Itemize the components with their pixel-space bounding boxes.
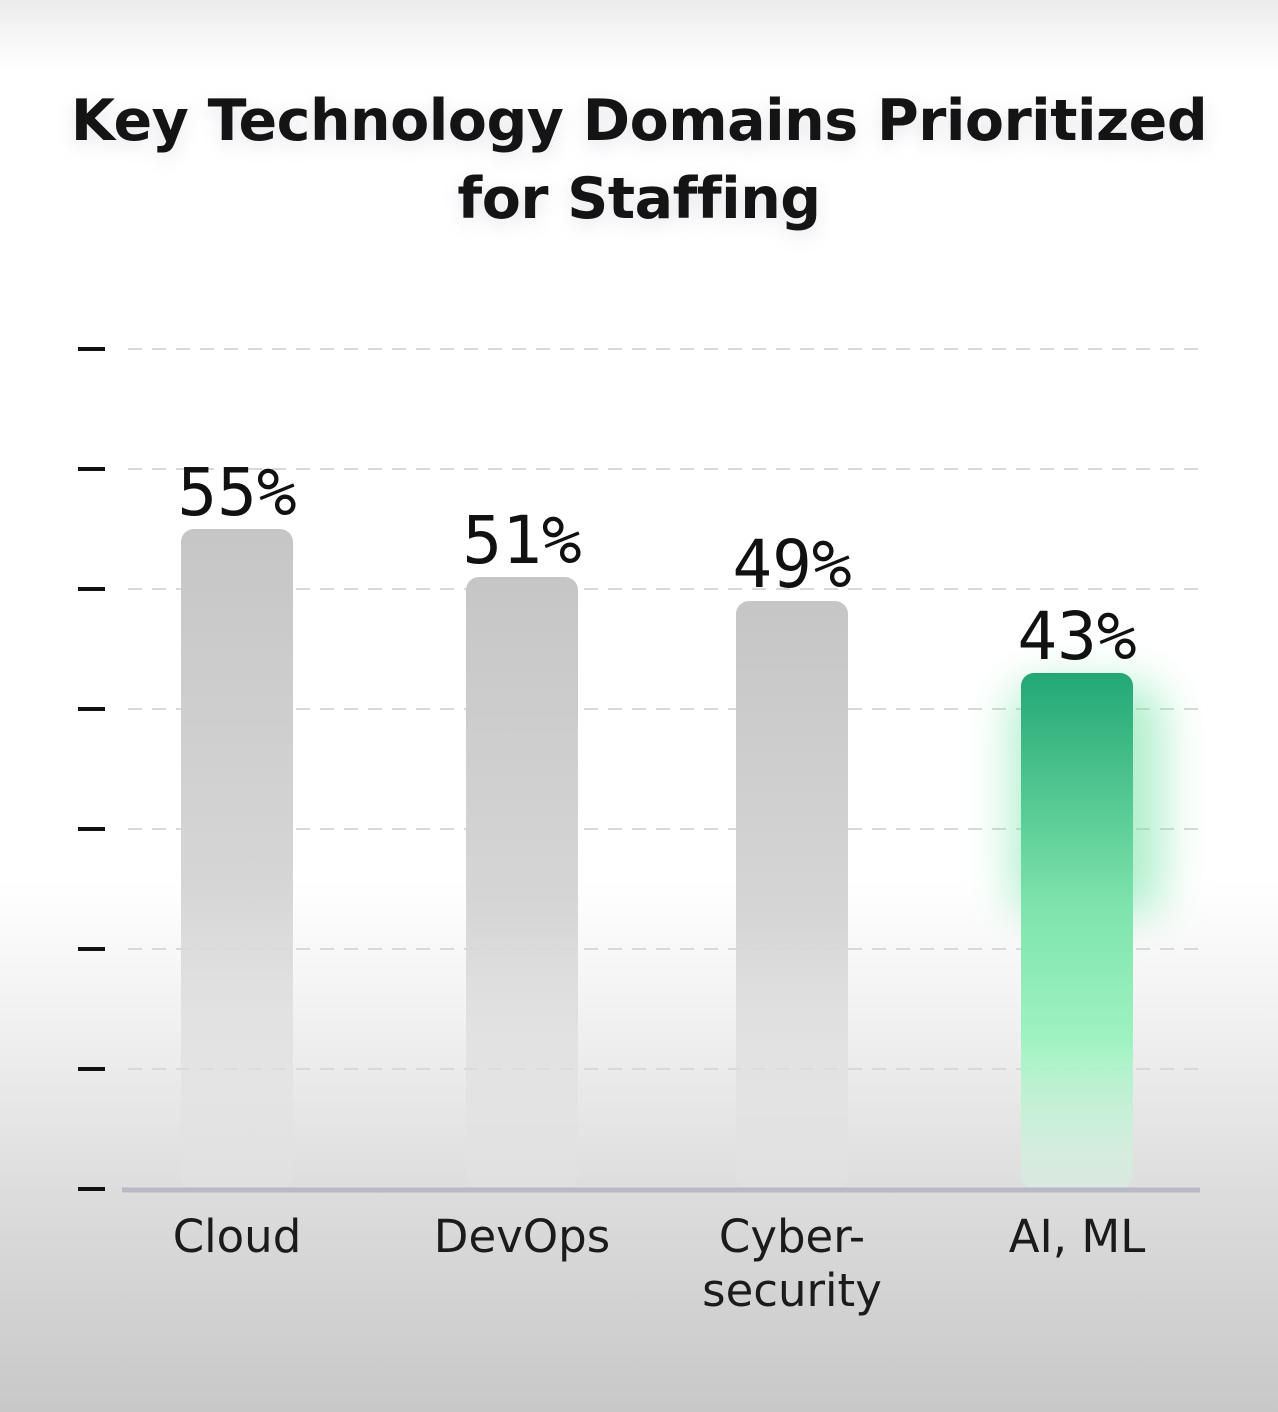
bar xyxy=(1021,673,1133,1189)
category-label: Cyber- xyxy=(719,1210,865,1263)
chart-title-line-2: for Staffing xyxy=(457,166,821,232)
value-label: 43% xyxy=(1017,598,1136,675)
bar xyxy=(736,601,848,1189)
chart-title: Key Technology Domains Prioritized for S… xyxy=(0,82,1278,238)
category-label: security xyxy=(702,1264,882,1317)
bar xyxy=(466,577,578,1189)
category-label: Cloud xyxy=(173,1210,302,1263)
category-labels: Cloud DevOps Cyber-security AI, ML xyxy=(173,1210,1146,1317)
category-label: DevOps xyxy=(434,1210,610,1263)
bars xyxy=(181,529,1163,1189)
value-label: 51% xyxy=(462,502,581,579)
value-label: 55% xyxy=(177,454,296,531)
value-label: 49% xyxy=(732,526,851,603)
value-labels: 55% 51% 49% 43% xyxy=(177,454,1136,675)
y-axis-ticks xyxy=(78,347,105,1191)
chart-title-line-1: Key Technology Domains Prioritized xyxy=(70,88,1208,154)
bar xyxy=(181,529,293,1189)
category-label: AI, ML xyxy=(1009,1210,1146,1263)
